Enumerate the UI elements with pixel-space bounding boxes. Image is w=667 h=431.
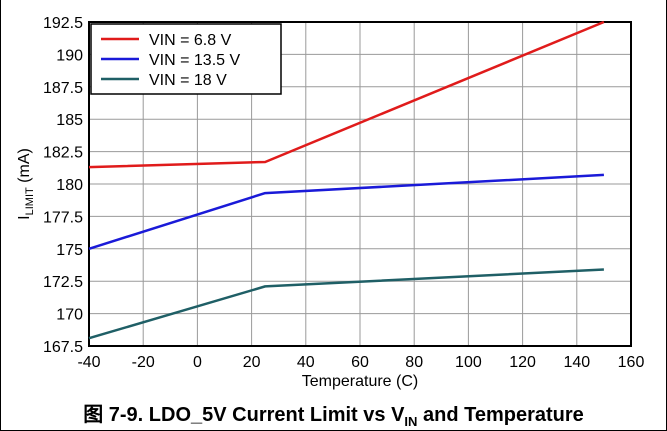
x-tick-label: -40 — [77, 354, 100, 371]
x-axis-title: Temperature (C) — [302, 373, 418, 390]
legend-label-1: VIN = 6.8 V — [149, 32, 232, 49]
legend-label-2: VIN = 13.5 V — [149, 52, 240, 69]
caption-subscript: IN — [404, 414, 418, 429]
series-line-2 — [88, 173, 604, 250]
y-tick-label: 172.5 — [43, 274, 83, 291]
y-axis-title-sub: LIMIT — [24, 187, 36, 215]
y-tick-label: 185 — [56, 112, 83, 129]
x-tick-labels: -40 -20 0 20 40 60 80 100 120 140 160 — [77, 354, 644, 371]
series-lines — [88, 20, 605, 340]
y-tick-label: 192.5 — [43, 15, 83, 32]
y-tick-label: 167.5 — [43, 339, 83, 356]
legend: VIN = 6.8 V VIN = 13.5 V VIN = 18 V — [90, 23, 282, 95]
series-line-1 — [88, 20, 605, 169]
x-tick-label: -20 — [132, 354, 155, 371]
y-axis-title: ILIMIT (mA) — [16, 148, 36, 220]
x-tick-label: 160 — [618, 354, 645, 371]
y-tick-label: 187.5 — [43, 80, 83, 97]
y-tick-label: 175 — [56, 242, 83, 259]
figure-caption: 图 7-9. LDO_5V Current Limit vs VIN and T… — [1, 398, 666, 429]
legend-items: VIN = 6.8 V VIN = 13.5 V VIN = 18 V — [101, 32, 240, 89]
x-tick-label: 120 — [509, 354, 536, 371]
y-tick-label: 170 — [56, 307, 83, 324]
y-tick-label: 182.5 — [43, 145, 83, 162]
plot-frame — [88, 21, 632, 347]
x-tick-label: 0 — [193, 354, 202, 371]
x-tick-label: 20 — [243, 354, 261, 371]
y-tick-label: 190 — [56, 47, 83, 64]
y-tick-labels: 167.5 170 172.5 175 177.5 180 182.5 185 187.5 190… — [43, 15, 83, 356]
y-axis-title-main: I — [16, 215, 33, 219]
x-tick-label: 80 — [405, 354, 423, 371]
x-tick-label: 100 — [455, 354, 482, 371]
legend-label-3: VIN = 18 V — [149, 72, 227, 89]
line-chart: -40 -20 0 20 40 60 80 100 120 140 160 167.5 170 172.… — [16, 15, 644, 390]
y-axis-title-rest: (mA) — [16, 148, 33, 187]
caption-prefix: 图 7-9. LDO_5V Current Limit vs V — [83, 404, 405, 426]
series-line-3 — [88, 268, 604, 340]
x-tick-label: 40 — [297, 354, 315, 371]
y-tick-label: 180 — [56, 177, 83, 194]
x-tick-label: 60 — [351, 354, 369, 371]
y-tick-label: 177.5 — [43, 209, 83, 226]
x-tick-label: 140 — [563, 354, 590, 371]
caption-suffix: and Temperature — [417, 404, 584, 426]
